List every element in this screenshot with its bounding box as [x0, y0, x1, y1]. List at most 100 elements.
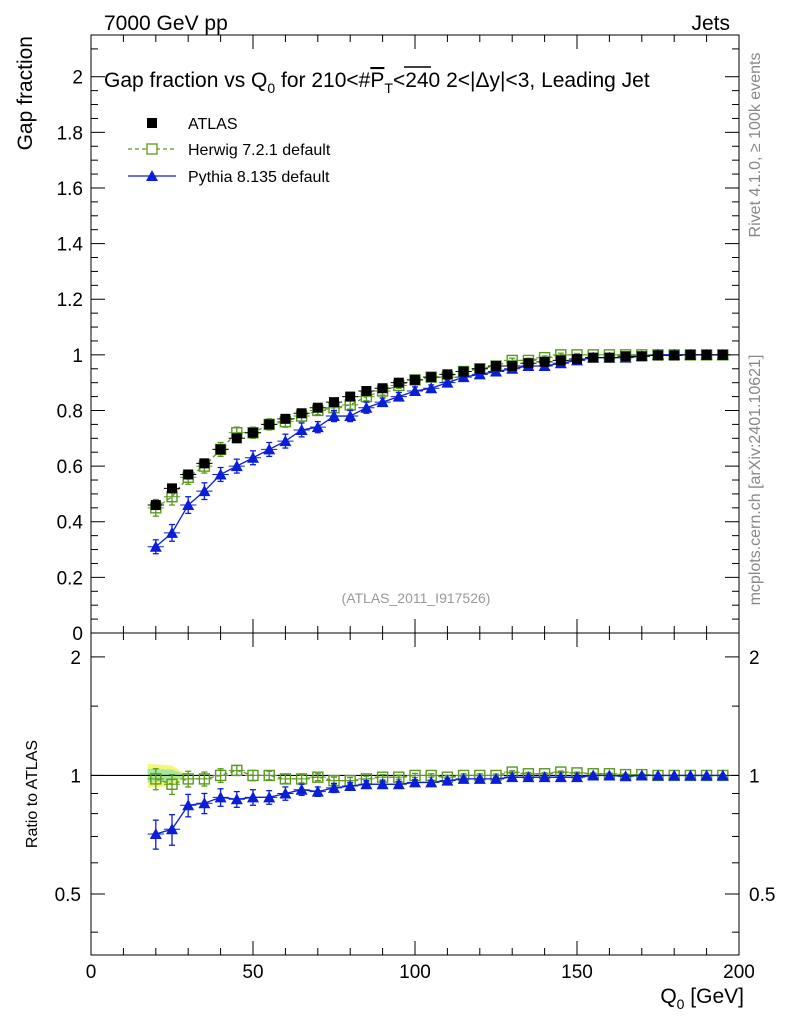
- upper-pythia-point: [376, 396, 389, 408]
- ratio-pythia-point: [344, 780, 357, 792]
- ratio-pythia-point: [198, 797, 211, 809]
- ratio-herwig-point: [214, 769, 227, 782]
- upper-atlas-point: [426, 372, 437, 383]
- ratio-herwig-point: [263, 769, 275, 782]
- ratio-herwig-point: [295, 773, 308, 785]
- upper-pythia-point: [425, 382, 438, 394]
- lower-y-tick-label: 1: [70, 766, 81, 787]
- legend-pythia-label: Pythia 8.135 default: [188, 169, 330, 186]
- upper-atlas-point: [474, 363, 485, 374]
- upper-pythia-point: [473, 368, 486, 380]
- ratio-pythia-point: [247, 791, 259, 803]
- ratio-pythia-point: [360, 778, 373, 790]
- ratio-pythia-point: [409, 776, 421, 788]
- upper-y-tick-label: 1.4: [57, 235, 84, 256]
- upper-y-tick-label: 1.2: [57, 290, 83, 311]
- upper-atlas-point: [215, 444, 226, 455]
- upper-pythia-point: [490, 365, 502, 377]
- upper-pythia-point: [360, 401, 373, 413]
- mcplots-reference-label: mcplots.cern.ch [arXiv:2401.10621]: [747, 355, 764, 606]
- legend-item-atlas: ATLAS: [147, 116, 238, 133]
- upper-pythia-point: [457, 371, 470, 383]
- ratio-pythia-point: [214, 791, 227, 803]
- ratio-pythia-point: [230, 793, 243, 805]
- upper-atlas-point: [491, 360, 501, 371]
- upper-chart-title: Gap fraction vs Q0 for 210<#PT<240 2<|Δy…: [104, 69, 650, 96]
- upper-atlas-point: [361, 386, 372, 397]
- upper-y-tick-label: 0.4: [57, 513, 84, 534]
- upper-pythia-point: [344, 410, 357, 422]
- upper-atlas-point: [248, 427, 258, 438]
- lower-panel: Ratio to ATLAS 0.5 0.5 1 1 2 2 0 50 100 150 200 Q…: [24, 632, 775, 1012]
- upper-y-tick-label: 2: [72, 68, 83, 89]
- lower-y-tick-label-right: 0.5: [749, 885, 775, 906]
- upper-pythia-point: [182, 499, 195, 511]
- ratio-pythia-point: [716, 769, 729, 781]
- upper-atlas-point: [555, 355, 566, 366]
- upper-atlas-point: [636, 351, 647, 362]
- upper-y-tick-label: 1.6: [57, 179, 83, 200]
- rivet-version-label: Rivet 4.1.0, ≥ 100k events: [747, 53, 764, 238]
- upper-atlas-point: [588, 352, 599, 363]
- upper-atlas-point: [264, 419, 275, 430]
- ratio-pythia-point: [328, 781, 340, 793]
- upper-atlas-point: [329, 397, 339, 408]
- ratio-pythia-point: [457, 772, 470, 784]
- upper-pythia-point: [295, 423, 308, 435]
- upper-atlas-point: [717, 349, 728, 360]
- ratio-pythia-point: [149, 828, 162, 840]
- upper-atlas-point: [669, 350, 680, 361]
- lower-y-tick-label-right: 2: [749, 648, 760, 669]
- upper-atlas-point: [312, 402, 323, 413]
- header-right-label: Jets: [691, 12, 730, 35]
- lower-y-tick-label-right: 1: [749, 766, 760, 787]
- upper-pythia-point: [279, 435, 292, 447]
- upper-atlas-point: [458, 366, 469, 377]
- upper-pythia-point: [392, 390, 405, 402]
- header-left-label: 7000 GeV pp: [104, 12, 228, 35]
- ratio-pythia-point: [392, 778, 405, 790]
- ratio-pythia-point: [538, 771, 551, 783]
- legend-herwig-label: Herwig 7.2.1 default: [188, 142, 331, 159]
- legend: ATLAS Herwig 7.2.1 default Pythia 8.135 …: [128, 116, 331, 186]
- ratio-pythia-point: [311, 785, 324, 797]
- upper-pythia-point: [198, 485, 211, 497]
- upper-pythia-point: [311, 421, 324, 433]
- lower-y-axis-label: Ratio to ATLAS: [24, 740, 41, 848]
- upper-atlas-point: [507, 360, 518, 371]
- ratio-herwig-point: [150, 773, 162, 785]
- ratio-pythia-point: [425, 776, 438, 788]
- ratio-pythia-point: [571, 771, 583, 783]
- upper-atlas-point: [183, 469, 194, 480]
- upper-atlas-point: [701, 349, 712, 360]
- upper-y-tick-label: 0.2: [57, 568, 83, 589]
- lower-y-tick-label: 0.5: [55, 885, 81, 906]
- upper-pythia-point: [149, 540, 162, 552]
- ratio-herwig-point: [166, 778, 178, 790]
- x-tick-label: 150: [561, 962, 593, 983]
- ratio-pythia-point: [635, 769, 648, 781]
- ratio-herwig-point: [312, 771, 324, 783]
- legend-herwig-marker: [146, 143, 158, 155]
- x-axis-label: Q0 [GeV]: [660, 985, 744, 1012]
- upper-y-tick-label: 0.8: [57, 401, 83, 422]
- legend-item-pythia: Pythia 8.135 default: [128, 169, 330, 186]
- legend-item-herwig: Herwig 7.2.1 default: [128, 142, 331, 159]
- ratio-pythia-point: [473, 772, 486, 784]
- ratio-pythia-point: [490, 772, 502, 784]
- upper-atlas-point: [604, 352, 615, 363]
- upper-atlas-point: [167, 483, 177, 494]
- upper-atlas-point: [539, 356, 550, 367]
- upper-y-tick-label: 0.6: [57, 457, 83, 478]
- upper-y-tick-label: 1.8: [57, 123, 83, 144]
- upper-y-axis-label: Gap fraction: [14, 36, 37, 150]
- upper-y-tick-label: 0: [72, 624, 83, 645]
- ratio-pythia-point: [668, 769, 681, 781]
- ratio-pythia-point: [295, 783, 308, 795]
- ratio-pythia-line: [155, 774, 723, 835]
- upper-pythia-point: [247, 451, 259, 463]
- upper-pythia-point: [441, 376, 454, 388]
- upper-pythia-point: [214, 468, 227, 480]
- ratio-pythia-point: [700, 769, 713, 781]
